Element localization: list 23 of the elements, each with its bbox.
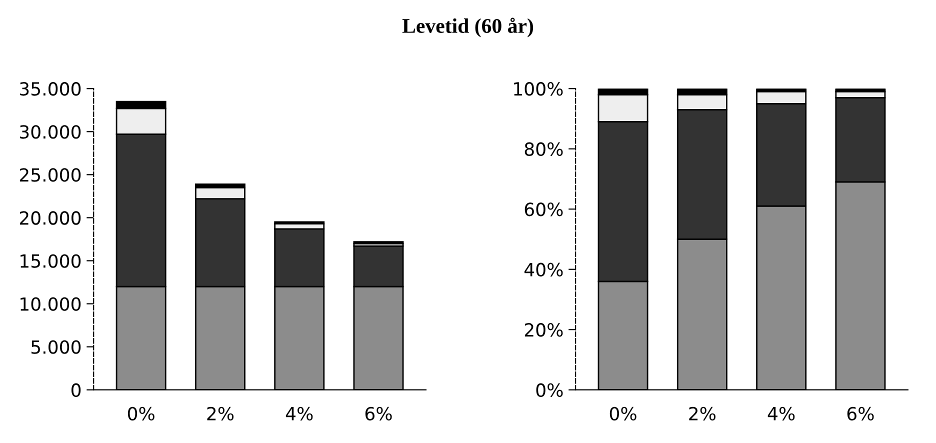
y-tick-label: 5.000 bbox=[32, 340, 81, 354]
y-tick-label: 10.000 bbox=[20, 297, 81, 311]
y-tick-label: 30.000 bbox=[20, 125, 81, 139]
text: Levetid (60 år) bbox=[402, 18, 534, 38]
x-tick-label: 6% bbox=[847, 406, 874, 420]
x-tick-label: 4% bbox=[768, 406, 795, 420]
y-tick-label: 15.000 bbox=[20, 254, 81, 268]
y-tick-label: 60% bbox=[524, 202, 563, 216]
x-tick-label: 2% bbox=[689, 406, 716, 420]
x-tick-label: 0% bbox=[610, 406, 636, 420]
y-tick-label: 100% bbox=[514, 82, 563, 96]
x-tick-label: 0% bbox=[128, 406, 154, 420]
y-tick-label: 40% bbox=[524, 262, 563, 276]
y-tick-label: 20% bbox=[524, 323, 563, 337]
x-tick-label: 6% bbox=[365, 406, 392, 420]
y-tick-label: 20.000 bbox=[20, 211, 81, 225]
y-tick-label: 80% bbox=[524, 142, 563, 156]
y-tick-label: 25.000 bbox=[20, 168, 81, 182]
y-tick-label: 0% bbox=[536, 383, 563, 397]
y-tick-label: 0 bbox=[71, 383, 81, 397]
y-tick-label: 35.000 bbox=[20, 82, 81, 96]
x-tick-label: 2% bbox=[207, 406, 234, 420]
x-tick-label: 4% bbox=[286, 406, 313, 420]
